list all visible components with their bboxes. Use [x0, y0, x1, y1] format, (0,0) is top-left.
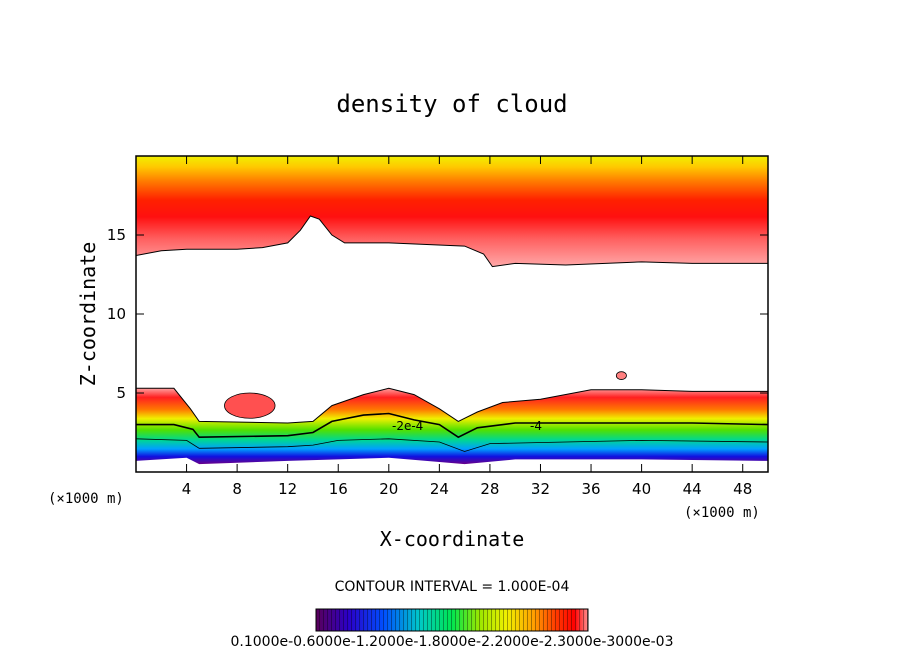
- x-tick-label: 24: [430, 480, 449, 498]
- x-tick-label: 40: [632, 480, 651, 498]
- upper-cloud-region: [136, 156, 768, 267]
- contour-label-1: -2e-4: [392, 419, 423, 433]
- x-axis-ticks: 4 8 12 16 20 24 28 32 36 40 44 48: [182, 156, 752, 498]
- y-axis-label: Z-coordinate: [76, 242, 100, 387]
- x-tick-label: 8: [232, 480, 242, 498]
- x-tick-label: 16: [329, 480, 348, 498]
- x-tick-label: 20: [379, 480, 398, 498]
- y-tick-label: 10: [107, 305, 126, 323]
- plot-area: -2e-4 -4: [136, 156, 768, 465]
- x-axis-label: X-coordinate: [380, 527, 525, 551]
- upper-cloud-contour: [136, 215, 768, 268]
- contour-line-low: [136, 438, 768, 452]
- x-tick-label: 36: [581, 480, 600, 498]
- y-axis-ticks: 5 10 15: [107, 226, 768, 402]
- y-tick-label: 5: [116, 384, 126, 402]
- contour-line-1e-4: [136, 412, 768, 439]
- x-tick-label: 28: [480, 480, 499, 498]
- colorbar-frame: [315, 608, 589, 632]
- colorbar-dividers: [316, 609, 588, 631]
- contour-label-2: -4: [530, 419, 542, 433]
- colorbar-labels: 0.1000e-0.6000e-1.2000e-1.8000e-2.2000e-…: [230, 634, 673, 650]
- x-tick-label: 48: [733, 480, 752, 498]
- x-tick-label: 12: [278, 480, 297, 498]
- lower-cloud-top-contour: [136, 387, 768, 424]
- contour-interval-text: CONTOUR INTERVAL = 1.000E-04: [335, 579, 570, 595]
- lower-cloud-region: [136, 388, 768, 465]
- x-unit-left: (×1000 m): [48, 491, 124, 507]
- cloud-blob: [224, 392, 276, 419]
- x-tick-label: 32: [531, 480, 550, 498]
- cloud-blob: [615, 371, 627, 380]
- y-tick-label: 15: [107, 226, 126, 244]
- x-unit-right: (×1000 m): [684, 505, 760, 521]
- x-tick-label: 4: [182, 480, 192, 498]
- x-tick-label: 44: [683, 480, 702, 498]
- chart-title: density of cloud: [336, 90, 567, 118]
